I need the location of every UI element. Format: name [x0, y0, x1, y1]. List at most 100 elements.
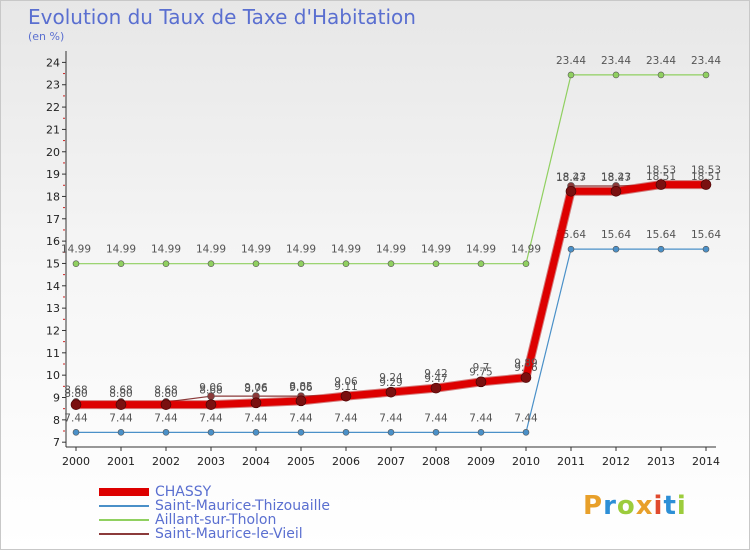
data-point-aillant-sur-tholon [72, 260, 80, 267]
y-tick-label: 11 [46, 347, 60, 360]
data-point-aillant-sur-tholon [477, 260, 485, 267]
legend-swatch [99, 533, 149, 535]
data-label-aillant-sur-tholon: 14.99 [151, 244, 181, 256]
data-point-aillant-sur-tholon [387, 260, 395, 267]
data-label-aillant-sur-tholon: 14.99 [61, 244, 91, 256]
data-label-aillant-sur-tholon: 14.99 [511, 244, 541, 256]
legend-swatch [99, 519, 149, 521]
logo-letter: o [616, 491, 636, 521]
data-label-saint-maurice-le-vieil: 18.51 [646, 171, 676, 183]
y-tick-label: 24 [46, 56, 60, 69]
x-tick-label: 2008 [422, 455, 450, 468]
data-label-saint-maurice-le-vieil: 9.06 [289, 382, 313, 394]
data-label-aillant-sur-tholon: 23.44 [601, 55, 631, 67]
data-point-saint-maurice-thizouaille [252, 429, 260, 436]
data-point-aillant-sur-tholon [162, 260, 170, 267]
legend-item: CHASSY [99, 485, 330, 499]
data-point-chassy [340, 390, 352, 402]
x-tick-label: 2000 [62, 455, 90, 468]
y-tick-label: 20 [46, 146, 60, 159]
data-point-saint-maurice-thizouaille [522, 429, 530, 436]
data-label-aillant-sur-tholon: 14.99 [196, 244, 226, 256]
data-label-saint-maurice-le-vieil: 8.80 [154, 388, 177, 400]
data-point-aillant-sur-tholon [612, 71, 620, 79]
data-label-saint-maurice-le-vieil: 9.75 [469, 367, 492, 379]
legend-label: Saint-Maurice-Thizouaille [155, 498, 330, 514]
y-tick-label: 23 [46, 79, 60, 92]
data-label-chassy: 9.42 [424, 368, 447, 380]
chart-title: Evolution du Taux de Taxe d'Habitation [28, 5, 416, 29]
y-tick-label: 12 [46, 324, 60, 337]
data-point-saint-maurice-thizouaille [567, 245, 575, 253]
data-point-chassy [565, 186, 577, 197]
x-tick-label: 2006 [332, 455, 360, 468]
x-tick-label: 2001 [107, 455, 135, 468]
data-label-chassy: 18.53 [691, 165, 721, 177]
data-point-chassy [430, 382, 442, 394]
data-label-chassy: 9.06 [334, 376, 358, 388]
data-label-aillant-sur-tholon: 14.99 [376, 244, 406, 256]
data-label-saint-maurice-thizouaille: 7.44 [64, 412, 88, 424]
data-label-saint-maurice-le-vieil: 8.80 [64, 388, 87, 400]
legend-label: CHASSY [155, 484, 212, 500]
data-point-saint-maurice-thizouaille [162, 429, 170, 436]
data-label-chassy: 8.85 [289, 381, 312, 393]
data-point-saint-maurice-thizouaille [432, 429, 440, 436]
x-tick-label: 2003 [197, 455, 225, 468]
data-point-aillant-sur-tholon [117, 260, 125, 267]
y-tick-label: 18 [46, 190, 60, 203]
data-point-aillant-sur-tholon [297, 260, 305, 267]
x-tick-label: 2012 [602, 455, 630, 468]
data-point-saint-maurice-thizouaille [387, 429, 395, 436]
data-point-chassy [115, 399, 127, 410]
data-label-aillant-sur-tholon: 23.44 [691, 55, 721, 67]
data-label-chassy: 9.24 [379, 372, 403, 384]
x-tick-label: 2004 [242, 455, 270, 468]
logo-letter: P [583, 491, 604, 521]
data-label-saint-maurice-le-vieil: 8.80 [109, 388, 132, 400]
data-label-saint-maurice-thizouaille: 15.64 [691, 229, 721, 241]
y-tick-label: 14 [46, 280, 60, 293]
data-label-aillant-sur-tholon: 23.44 [646, 55, 676, 67]
data-point-aillant-sur-tholon [702, 71, 710, 79]
data-point-chassy [385, 386, 397, 398]
data-label-saint-maurice-thizouaille: 7.44 [514, 412, 538, 424]
data-label-saint-maurice-thizouaille: 7.44 [289, 412, 313, 424]
x-tick-label: 2002 [152, 455, 180, 468]
x-tick-label: 2009 [467, 455, 495, 468]
data-point-aillant-sur-tholon [342, 260, 350, 267]
data-label-chassy: 9.89 [514, 358, 537, 370]
data-point-aillant-sur-tholon [522, 260, 530, 267]
data-point-saint-maurice-thizouaille [342, 429, 350, 436]
data-label-saint-maurice-thizouaille: 7.44 [109, 412, 133, 424]
unit-label: (en %) [28, 30, 65, 43]
data-label-chassy: 18.23 [556, 171, 586, 183]
data-label-saint-maurice-thizouaille: 7.44 [154, 412, 178, 424]
data-label-saint-maurice-le-vieil: 18.47 [601, 172, 631, 184]
data-label-saint-maurice-thizouaille: 15.64 [646, 229, 676, 241]
y-tick-label: 19 [46, 168, 60, 181]
legend-swatch [99, 505, 149, 507]
data-point-chassy [520, 372, 532, 383]
x-tick-label: 2014 [692, 455, 720, 468]
y-tick-label: 9 [53, 392, 60, 405]
data-label-saint-maurice-le-vieil: 9.11 [334, 381, 357, 393]
data-point-saint-maurice-thizouaille [72, 429, 80, 436]
data-label-saint-maurice-thizouaille: 7.44 [199, 412, 223, 424]
x-tick-label: 2005 [287, 455, 315, 468]
y-tick-label: 8 [53, 414, 60, 427]
data-point-saint-maurice-thizouaille [702, 245, 710, 253]
data-label-chassy: 8.68 [64, 385, 87, 397]
data-point-aillant-sur-tholon [207, 260, 215, 267]
y-tick-label: 7 [53, 436, 60, 449]
legend-item: Saint-Maurice-Thizouaille [99, 499, 330, 513]
legend-item: Saint-Maurice-le-Vieil [99, 527, 330, 541]
x-tick-label: 2011 [557, 455, 585, 468]
data-label-chassy: 18.53 [646, 165, 676, 177]
data-point-aillant-sur-tholon [252, 260, 260, 267]
data-label-aillant-sur-tholon: 14.99 [421, 244, 451, 256]
data-label-saint-maurice-le-vieil: 9.47 [424, 373, 447, 385]
data-label-aillant-sur-tholon: 14.99 [466, 244, 496, 256]
x-tick-label: 2013 [647, 455, 675, 468]
